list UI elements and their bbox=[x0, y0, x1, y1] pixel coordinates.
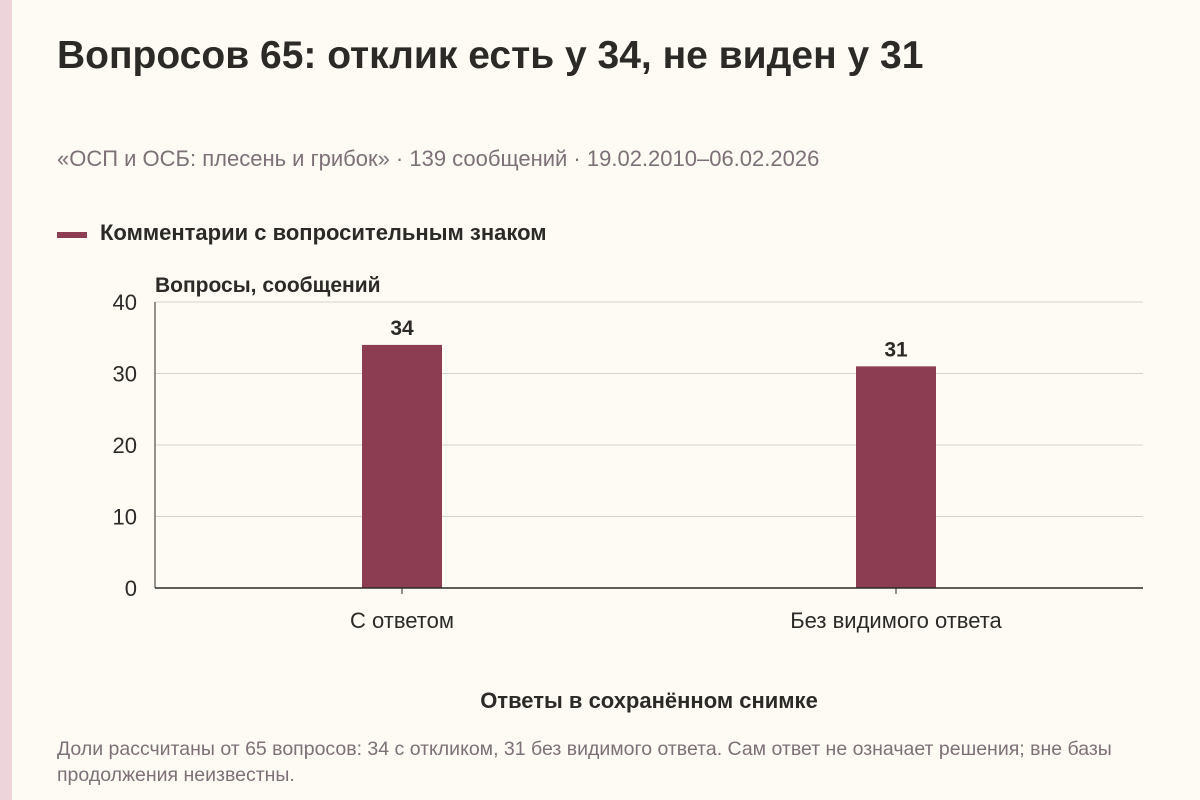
y-tick-label: 0 bbox=[125, 576, 137, 601]
legend-label: Комментарии с вопросительным знаком bbox=[100, 220, 547, 245]
x-tick-label: С ответом bbox=[350, 608, 454, 633]
y-tick-label: 20 bbox=[113, 433, 137, 458]
legend-swatch bbox=[57, 232, 87, 238]
bar-data-label: 34 bbox=[390, 317, 414, 340]
chart-subtitle: «ОСП и ОСБ: плесень и грибок» · 139 сооб… bbox=[57, 146, 820, 171]
y-tick-label: 30 bbox=[113, 362, 137, 387]
chart-title: Вопросов 65: отклик есть у 34, не виден … bbox=[57, 34, 924, 77]
bar-data-label: 31 bbox=[884, 338, 908, 361]
left-accent-bar bbox=[0, 0, 12, 800]
legend: Комментарии с вопросительным знаком bbox=[57, 218, 547, 248]
x-axis-title: Ответы в сохранённом снимке bbox=[480, 688, 818, 713]
bar-1 bbox=[362, 344, 442, 588]
x-tick-label: Без видимого ответа bbox=[790, 608, 1002, 633]
bar-2 bbox=[856, 366, 936, 588]
y-tick-label: 40 bbox=[113, 290, 137, 315]
y-axis-title: Вопросы, сообщений bbox=[155, 274, 381, 297]
y-tick-label: 10 bbox=[113, 505, 137, 530]
footnote: Доли рассчитаны от 65 вопросов: 34 с отк… bbox=[57, 738, 1112, 786]
